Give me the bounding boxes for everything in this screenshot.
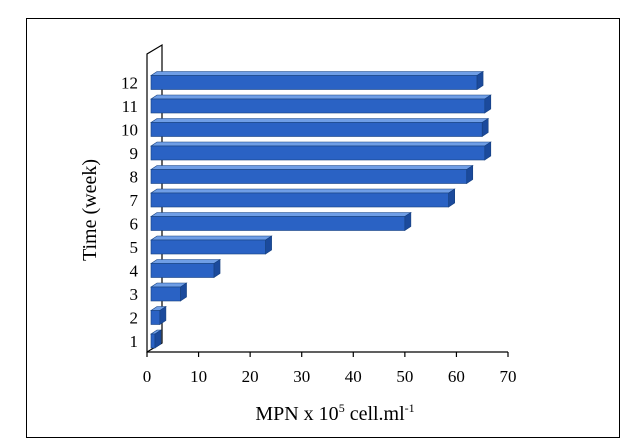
bar-front — [150, 239, 266, 255]
y-axis-label: Time (week) — [79, 159, 101, 261]
bar-top — [150, 71, 485, 76]
y-tick-label: 11 — [122, 97, 138, 116]
bar-end — [159, 305, 167, 326]
x-axis-label-unit-exponent: -1 — [405, 401, 415, 415]
bar-week-6 — [150, 211, 412, 232]
bar-top — [150, 235, 273, 241]
x-tick-label: 60 — [448, 367, 465, 386]
bar-front — [150, 216, 406, 231]
y-tick-label: 9 — [130, 144, 139, 163]
bar-end — [448, 188, 455, 208]
x-tick-label: 40 — [345, 367, 362, 386]
bar-end — [404, 211, 412, 232]
bar-week-11 — [150, 94, 492, 114]
bar-top — [150, 259, 222, 264]
y-tick-label: 7 — [130, 191, 139, 210]
bar-top — [150, 94, 492, 100]
bar-week-4 — [150, 258, 222, 279]
y-tick-label: 12 — [121, 74, 138, 93]
bar-front — [150, 145, 486, 161]
bar-front — [150, 122, 483, 137]
bar-week-8 — [150, 164, 474, 185]
x-axis-label-unit: cell.ml — [345, 403, 405, 425]
x-axis-label-prefix: MPN x 10 — [255, 403, 338, 425]
bar-week-7 — [150, 188, 456, 208]
bar-front — [150, 75, 478, 90]
y-tick-label: 8 — [130, 168, 139, 187]
bar-front — [150, 286, 181, 302]
bar-top — [150, 141, 492, 147]
x-axis: 0 10 20 30 40 50 60 70 — [143, 352, 517, 386]
y-tick-label: 1 — [130, 332, 139, 351]
x-tick-label: 0 — [143, 367, 152, 386]
bar-front — [150, 263, 215, 278]
bar-top — [150, 118, 490, 123]
x-axis-label-exponent: 5 — [339, 401, 345, 415]
y-tick-label: 2 — [130, 309, 139, 328]
x-tick-label: 50 — [396, 367, 413, 386]
x-tick-label: 70 — [500, 367, 517, 386]
bar-front — [150, 98, 486, 114]
bar-week-9 — [150, 141, 492, 161]
x-tick-label: 10 — [190, 367, 207, 386]
bar-top — [150, 212, 412, 217]
bar-end — [180, 282, 187, 302]
x-tick-label: 30 — [293, 367, 310, 386]
bar-end — [476, 70, 484, 91]
bar-end — [213, 258, 221, 279]
y-tick-label: 4 — [130, 262, 139, 281]
bar-top — [150, 165, 474, 170]
bar-top — [150, 188, 456, 194]
bar-end — [481, 117, 489, 138]
bar-end — [466, 164, 474, 185]
bar-front — [150, 310, 161, 325]
bar-week-10 — [150, 117, 490, 138]
bar-end — [154, 329, 162, 349]
bars — [150, 70, 492, 349]
bar-week-12 — [150, 70, 485, 91]
bar-front — [150, 333, 156, 349]
x-axis-label: MPN x 105 cell.ml-1 — [255, 401, 414, 425]
bar-week-1 — [150, 329, 162, 349]
bar-end — [484, 94, 492, 114]
bar-week-5 — [150, 235, 273, 255]
x-tick-label: 20 — [242, 367, 259, 386]
bar-front — [150, 169, 468, 184]
y-tick-label: 5 — [130, 238, 139, 257]
bar-end — [484, 141, 492, 161]
bar-week-2 — [150, 305, 167, 326]
y-tick-label: 6 — [130, 215, 139, 234]
bar-end — [265, 235, 272, 255]
y-tick-label: 10 — [121, 121, 138, 140]
y-tick-label: 3 — [130, 285, 139, 304]
bar-week-3 — [150, 282, 188, 302]
bar-front — [150, 192, 449, 208]
